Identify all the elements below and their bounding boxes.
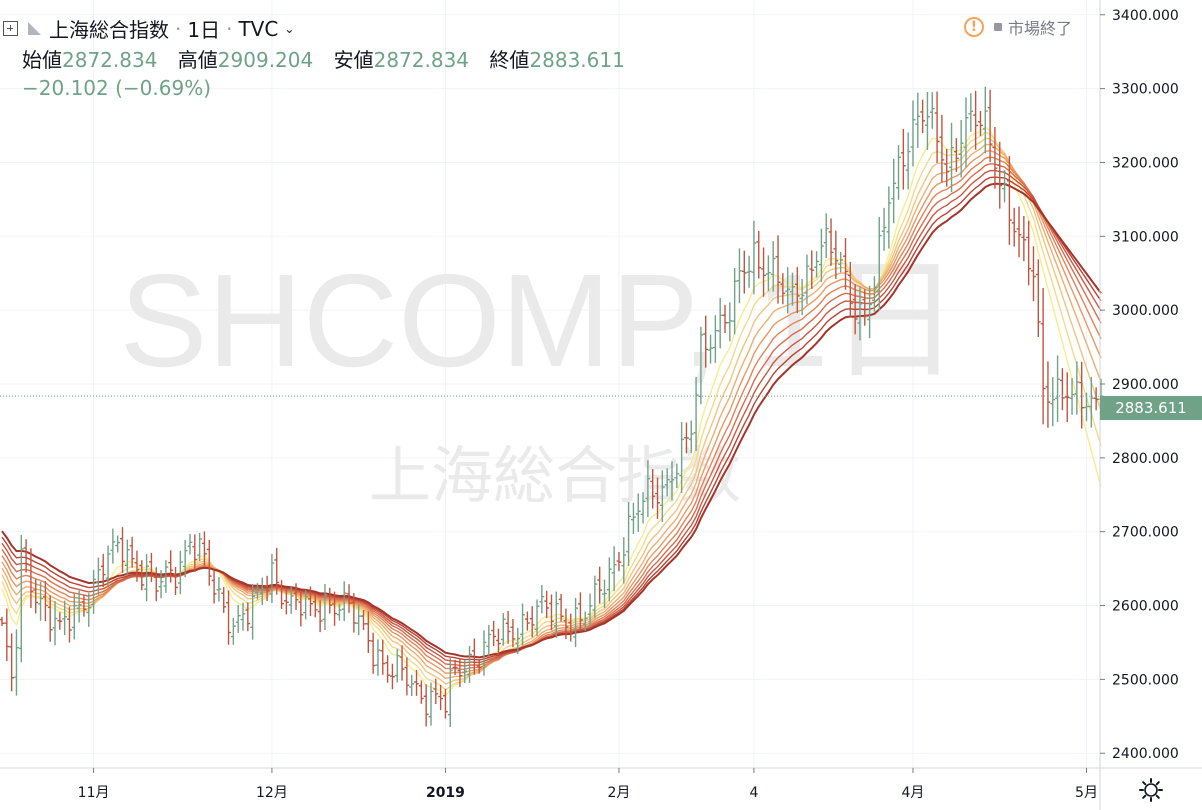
status-text: 市場終了 bbox=[1008, 19, 1073, 38]
time-tick-label: 2月 bbox=[607, 785, 630, 801]
flag-icon bbox=[28, 22, 41, 35]
last-price-tag: 2883.611 bbox=[1100, 396, 1202, 420]
market-status[interactable]: ! 市場終了 bbox=[964, 15, 1072, 39]
grid bbox=[0, 0, 1100, 768]
exchange-label[interactable]: TVC bbox=[238, 16, 279, 41]
price-tick-label: 2800.000 bbox=[1112, 451, 1179, 467]
change-value: −20.102 (−0.69%) bbox=[22, 76, 211, 100]
price-tick-label: 3400.000 bbox=[1112, 8, 1179, 24]
price-tick-label: 3100.000 bbox=[1112, 229, 1179, 245]
low-value: 2872.834 bbox=[373, 48, 470, 72]
chevron-down-icon[interactable]: ⌄ bbox=[284, 21, 295, 36]
price-tick-label: 2500.000 bbox=[1112, 672, 1179, 688]
high-label: 高値 bbox=[177, 48, 218, 72]
price-tick-label: 2400.000 bbox=[1112, 746, 1179, 762]
warning-icon[interactable]: ! bbox=[964, 17, 984, 37]
open-value: 2872.834 bbox=[62, 48, 158, 72]
price-tick-label: 3300.000 bbox=[1112, 82, 1179, 98]
price-bars bbox=[0, 86, 1104, 728]
open-label: 始値 bbox=[22, 48, 62, 72]
close-label: 終値 bbox=[489, 48, 530, 72]
time-tick-label: 11月 bbox=[78, 785, 110, 801]
price-tick-label: 2900.000 bbox=[1112, 377, 1179, 393]
price-tick-label: 3200.000 bbox=[1112, 155, 1179, 171]
market-closed-icon bbox=[994, 23, 1002, 31]
gear-icon[interactable] bbox=[1138, 777, 1164, 803]
time-tick-label: 4 bbox=[749, 785, 758, 801]
price-axis: 3400.000 3300.000 3200.000 3100.000 3000.000… bbox=[1100, 8, 1179, 762]
time-axis: 11月 12月 2019 2月 4 4月 5月 bbox=[78, 768, 1098, 801]
symbol-name[interactable]: 上海総合指数 bbox=[49, 18, 169, 42]
time-tick-label: 12月 bbox=[256, 785, 288, 801]
price-tick-label: 2600.000 bbox=[1112, 599, 1179, 615]
ohlc-values: 始値2872.834 高値2909.204 安値2872.834 終値2883.… bbox=[22, 44, 639, 73]
low-label: 安値 bbox=[333, 48, 374, 72]
high-value: 2909.204 bbox=[217, 48, 314, 72]
close-value: 2883.611 bbox=[529, 48, 625, 72]
watermark-name: 上海総合指数 bbox=[369, 439, 741, 512]
interval-label[interactable]: 1日 bbox=[187, 18, 221, 42]
symbol-row: 上海総合指数 · 1日 · TVC ⌄ bbox=[22, 14, 294, 43]
time-tick-label: 4月 bbox=[902, 785, 925, 801]
price-tick-label: 2700.000 bbox=[1112, 525, 1179, 541]
collapse-legend-icon[interactable] bbox=[3, 21, 18, 36]
price-tick-label: 3000.000 bbox=[1112, 303, 1179, 319]
time-tick-label: 2019 bbox=[426, 785, 465, 801]
time-tick-label: 5月 bbox=[1075, 785, 1098, 801]
